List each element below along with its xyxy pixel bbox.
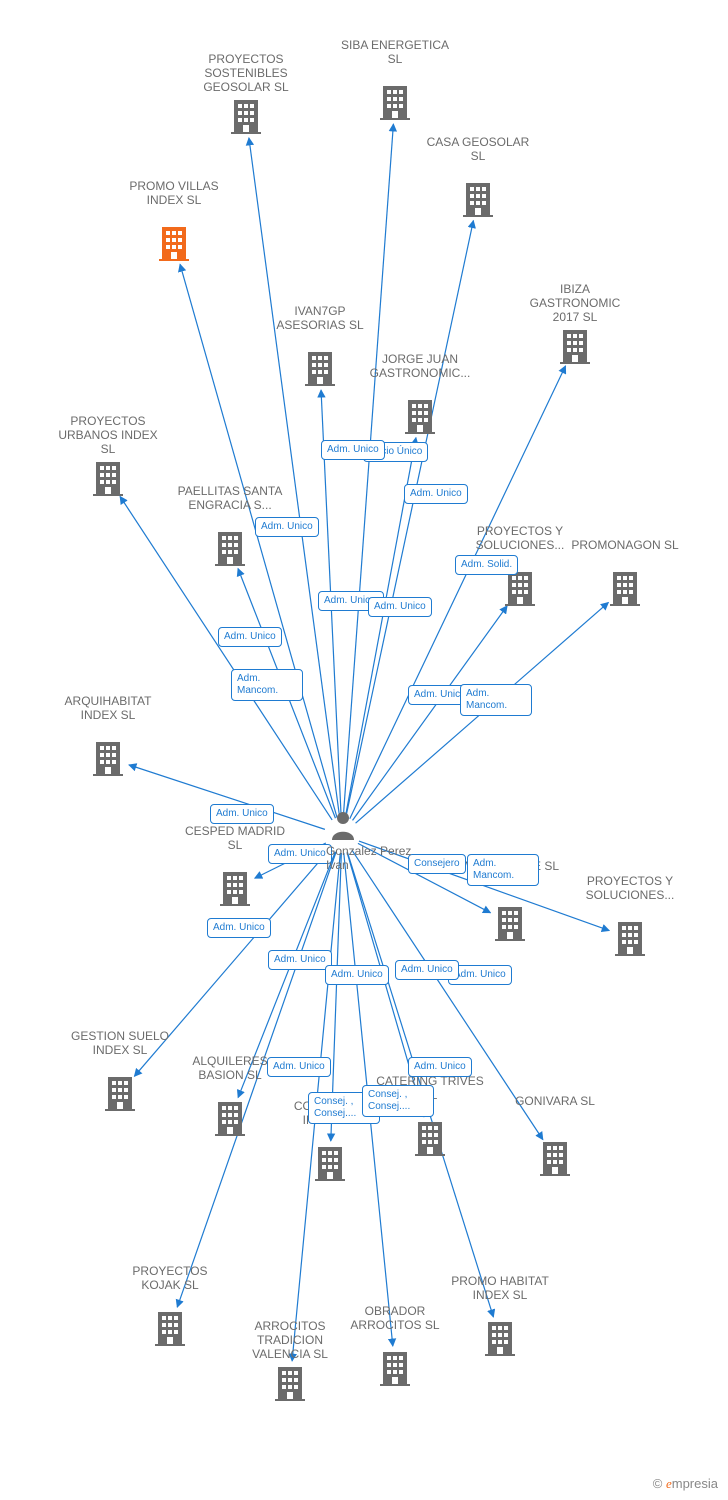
relation-label: Adm. Mancom. bbox=[467, 854, 539, 886]
company-label: IVAN7GP ASESORIAS SL bbox=[265, 304, 375, 332]
relation-edge bbox=[249, 138, 340, 817]
relation-label: Adm. Unico bbox=[210, 804, 274, 824]
building-icon bbox=[220, 870, 250, 906]
building-icon bbox=[615, 920, 645, 956]
company-label: PAELLITAS SANTA ENGRACIA S... bbox=[175, 484, 285, 512]
company-label: ARROCITOS TRADICION VALENCIA SL bbox=[235, 1319, 345, 1361]
relation-edge bbox=[180, 264, 337, 818]
company-label: CASA GEOSOLAR SL bbox=[423, 135, 533, 163]
building-icon bbox=[485, 1320, 515, 1356]
building-icon bbox=[155, 1310, 185, 1346]
company-label: PROYECTOS Y SOLUCIONES... bbox=[575, 874, 685, 902]
building-icon bbox=[159, 225, 189, 261]
company-label: IBIZA GASTRONOMIC 2017 SL bbox=[520, 282, 630, 324]
relation-label: Adm. Unico bbox=[255, 517, 319, 537]
relation-label: Adm. Unico bbox=[268, 844, 332, 864]
building-icon bbox=[405, 398, 435, 434]
company-label: PROYECTOS KOJAK SL bbox=[115, 1264, 225, 1292]
relation-label: Adm. Unico bbox=[321, 440, 385, 460]
building-icon bbox=[463, 181, 493, 217]
relation-label: Adm. Unico bbox=[404, 484, 468, 504]
company-label: PROYECTOS SOSTENIBLES GEOSOLAR SL bbox=[191, 52, 301, 94]
building-icon bbox=[380, 1350, 410, 1386]
building-icon bbox=[415, 1120, 445, 1156]
company-label: OBRADOR ARROCITOS SL bbox=[340, 1304, 450, 1332]
company-label: PROYECTOS URBANOS INDEX SL bbox=[53, 414, 163, 456]
relation-label: Adm. Mancom. bbox=[231, 669, 303, 701]
relation-label: Adm. Unico bbox=[408, 1057, 472, 1077]
building-icon bbox=[105, 1075, 135, 1111]
company-label: PROYECTOS Y SOLUCIONES... bbox=[465, 524, 575, 552]
relation-label: Adm. Unico bbox=[218, 627, 282, 647]
relation-label: Adm. Unico bbox=[368, 597, 432, 617]
company-label: PROMO HABITAT INDEX SL bbox=[445, 1274, 555, 1302]
relation-label: Adm. Mancom. bbox=[460, 684, 532, 716]
building-icon bbox=[93, 740, 123, 776]
company-label: GESTION SUELO INDEX SL bbox=[65, 1029, 175, 1057]
building-icon bbox=[380, 84, 410, 120]
center-person-label: Gonzalez Perez Ivan bbox=[326, 844, 426, 872]
building-icon bbox=[610, 570, 640, 606]
building-icon bbox=[275, 1365, 305, 1401]
relation-label: Adm. Unico bbox=[395, 960, 459, 980]
relation-label: Consej. , Consej.... bbox=[362, 1085, 434, 1117]
building-icon bbox=[315, 1145, 345, 1181]
company-label: PROMO VILLAS INDEX SL bbox=[119, 179, 229, 207]
company-label: SIBA ENERGETICA SL bbox=[340, 38, 450, 66]
building-icon bbox=[215, 1100, 245, 1136]
building-icon bbox=[231, 98, 261, 134]
building-icon bbox=[495, 905, 525, 941]
company-label: JORGE JUAN GASTRONOMIC... bbox=[365, 352, 475, 380]
building-icon bbox=[560, 328, 590, 364]
relation-label: Adm. Unico bbox=[268, 950, 332, 970]
building-icon bbox=[305, 350, 335, 386]
building-icon bbox=[505, 570, 535, 606]
relation-label: Adm. Solid. bbox=[455, 555, 518, 575]
building-icon bbox=[540, 1140, 570, 1176]
company-label: GONIVARA SL bbox=[500, 1094, 610, 1108]
building-icon bbox=[215, 530, 245, 566]
relation-label: Adm. Unico bbox=[267, 1057, 331, 1077]
copyright: © empresia bbox=[653, 1476, 718, 1492]
building-icon bbox=[93, 460, 123, 496]
relation-label: Adm. Unico bbox=[325, 965, 389, 985]
company-label: ARQUIHABITAT INDEX SL bbox=[53, 694, 163, 722]
relation-label: Adm. Unico bbox=[207, 918, 271, 938]
company-label: PROMONAGON SL bbox=[570, 538, 680, 552]
